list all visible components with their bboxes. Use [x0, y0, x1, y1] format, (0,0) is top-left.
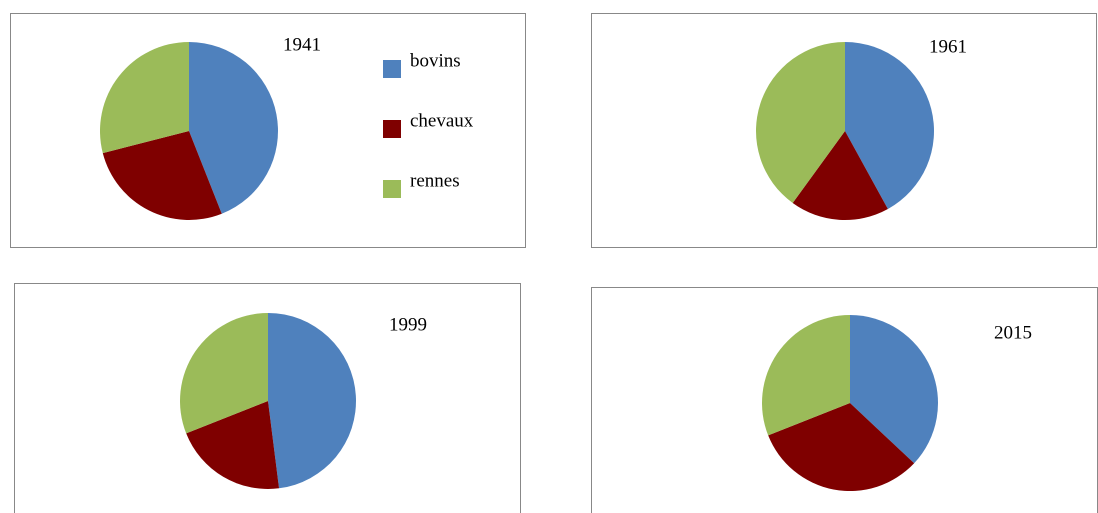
legend-label: rennes — [410, 170, 460, 191]
legend-label: chevaux — [410, 110, 474, 131]
pie-slice — [102, 131, 222, 220]
pie-slice — [850, 315, 938, 464]
pie-slice — [189, 42, 279, 214]
pie-slice — [100, 42, 189, 154]
pie-slice — [268, 313, 357, 489]
pie-slice — [180, 313, 268, 434]
pie-slice — [186, 401, 280, 489]
pie-slice — [768, 403, 915, 492]
pie-slice — [792, 131, 888, 220]
pie-slice — [762, 315, 850, 436]
legend-swatch — [383, 180, 401, 198]
chart-title: 1961 — [929, 36, 967, 57]
legend-swatch — [383, 120, 401, 138]
pie-slice — [756, 42, 845, 204]
legend-swatch — [383, 60, 401, 78]
chart-title: 1999 — [389, 314, 427, 335]
chart-title: 1941 — [283, 34, 321, 55]
legend-label: bovins — [410, 50, 461, 71]
pie-slice — [845, 42, 935, 209]
chart-title: 2015 — [994, 322, 1032, 343]
